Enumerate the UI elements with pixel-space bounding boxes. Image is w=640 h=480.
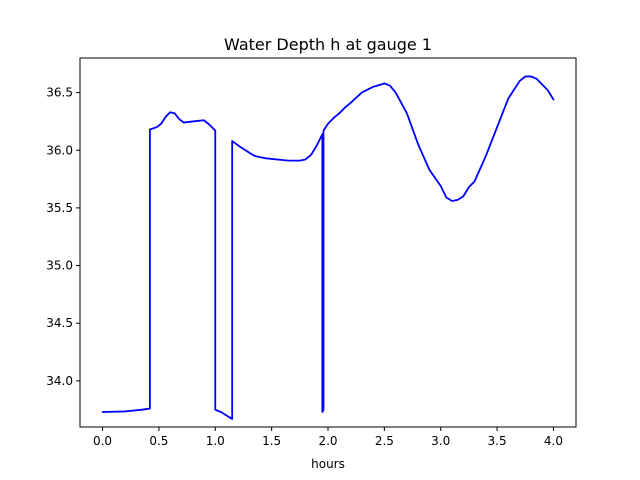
x-tick-label: 1.5	[262, 434, 281, 448]
y-tick-label: 34.0	[46, 374, 73, 388]
x-tick-label: 1.0	[206, 434, 225, 448]
plot-area	[101, 75, 555, 420]
x-tick-label: 3.0	[431, 434, 450, 448]
x-axis-ticks: 0.0 0.5 1.0 1.5 2.0 2.5 3.0 3.5 4.0	[93, 427, 563, 448]
x-tick-label: 0.0	[93, 434, 112, 448]
y-tick-label: 34.5	[46, 316, 73, 330]
axes-frame	[79, 57, 577, 428]
y-tick-label: 35.0	[46, 259, 73, 273]
x-tick-label: 4.0	[544, 434, 563, 448]
x-tick-label: 2.0	[318, 434, 337, 448]
y-axis-ticks: 34.0 34.5 35.0 35.5 36.0 36.5	[46, 86, 80, 388]
y-tick-label: 36.5	[46, 86, 73, 100]
x-axis-label: hours	[311, 457, 345, 471]
x-tick-label: 0.5	[149, 434, 168, 448]
x-tick-label: 2.5	[375, 434, 394, 448]
chart-title: Water Depth h at gauge 1	[224, 35, 432, 54]
x-tick-label: 3.5	[488, 434, 507, 448]
series-line-0	[101, 75, 555, 420]
y-tick-label: 36.0	[46, 143, 73, 157]
y-tick-label: 35.5	[46, 201, 73, 215]
